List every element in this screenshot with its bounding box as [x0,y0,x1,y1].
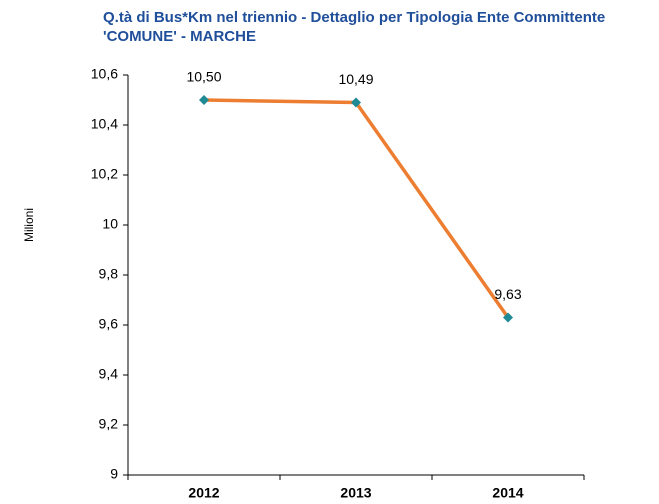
y-tick-label: 9 [110,466,118,482]
x-tick-label: 2014 [492,485,523,501]
y-tick-label: 9,2 [99,416,119,432]
chart-title: Q.tà di Bus*Km nel triennio - Dettaglio … [103,9,606,45]
y-axis-label: Milioni [22,208,36,242]
y-tick-label: 10 [102,216,118,232]
series-line [203,98,510,319]
data-point [199,95,209,105]
x-tick-label: 2013 [340,485,371,501]
data-point [351,97,361,108]
y-tick-label: 9,8 [99,266,119,282]
y-tick-label: 10,2 [91,166,118,182]
data-point [503,312,513,323]
y-tick-label: 10,4 [91,116,118,132]
y-tick-label: 10,6 [91,66,118,82]
x-tick-label: 2012 [188,485,219,501]
data-label: 9,63 [494,286,521,302]
data-label: 10,50 [186,69,221,85]
data-label: 10,49 [338,71,373,87]
y-tick-label: 9,4 [99,366,119,382]
y-tick-label: 9,6 [99,316,119,332]
